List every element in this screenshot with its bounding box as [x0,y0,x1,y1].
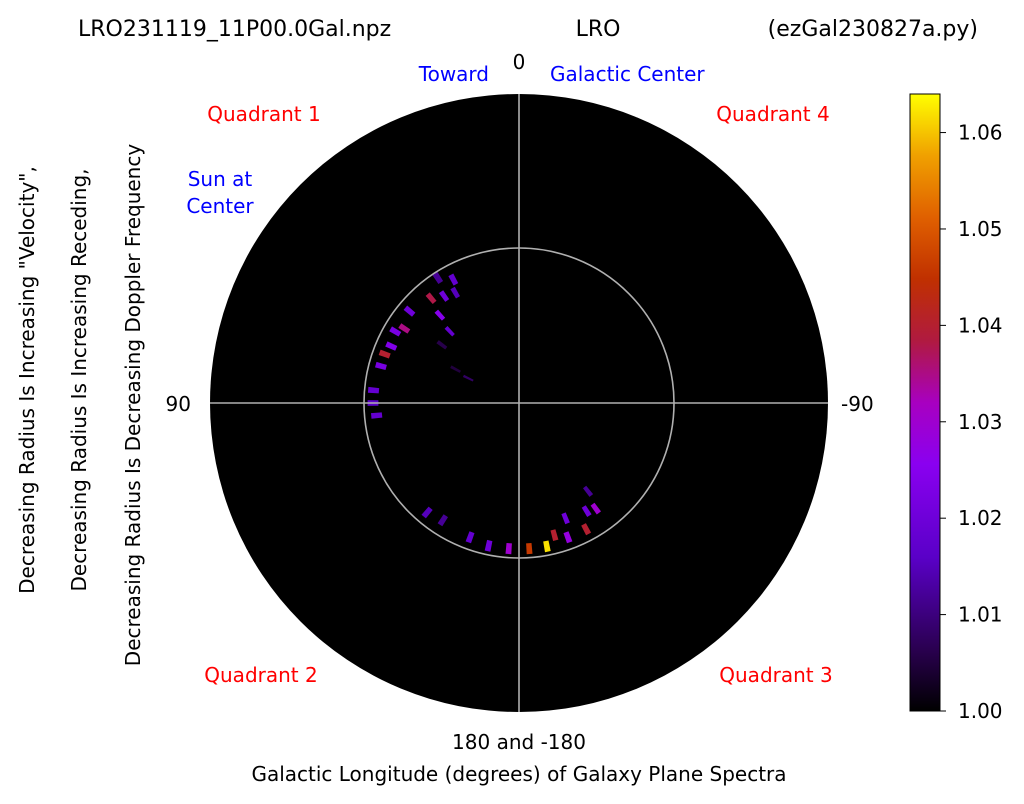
spectra-cell [484,539,493,552]
y-axis-label-line-3: Decreasing Radius Is Decreasing Doppler … [121,144,145,667]
spectra-cell [563,531,573,544]
spectra-cell [378,349,391,359]
spectra-cells [367,271,601,555]
x-axis-label: Galactic Longitude (degrees) of Galaxy P… [251,762,786,786]
spectra-cell [448,273,459,286]
colorbar-tick-label: 1.00 [958,699,1003,723]
script-title: (ezGal230827a.py) [768,17,978,42]
spectra-cell [465,531,475,544]
file-title: LRO231119_11P00.0Gal.npz [78,17,391,42]
spectra-cell [550,529,559,541]
station-title: LRO [576,17,621,42]
spectra-cell [421,506,433,519]
quadrant-1-label: Quadrant 1 [207,102,320,126]
tick-label-top: 0 [513,50,526,74]
spectra-cell [450,286,460,299]
spectra-cell [375,361,387,370]
spectra-cell [438,290,450,302]
spectra-cell [432,271,444,284]
spectra-cell [450,365,461,373]
spectra-cell [437,514,448,527]
quadrant-3-label: Quadrant 3 [719,663,832,687]
colorbar [909,93,941,712]
spectra-cell [444,326,455,337]
sun-annotation-line-1: Sun at [188,167,253,191]
colorbar-tick-label: 1.02 [958,506,1003,530]
spectra-cell [462,374,474,382]
quadrant-4-label: Quadrant 4 [716,102,829,126]
spectra-cell [385,341,398,351]
spectra-cell [389,326,402,337]
y-axis-label-line-1: Decreasing Radius Is Increasing "Velocit… [15,166,39,594]
spectra-cell [403,305,416,317]
spectra-cell [436,340,448,350]
spectra-cell [526,543,533,555]
tick-label-left: 90 [166,392,191,416]
spectra-cell [505,543,512,555]
spectra-cell [543,540,551,553]
spectra-cell [367,386,380,394]
colorbar-ticks: 1.00 1.01 1.02 1.03 1.04 1.05 1.06 [940,121,1003,723]
colorbar-tick-label: 1.03 [958,410,1003,434]
spectra-cell [434,309,446,321]
spectra-cell [581,505,592,517]
spectra-cell [590,502,601,515]
tick-label-right: -90 [841,392,874,416]
y-axis-label-line-2: Decreasing Radius Is Increasing Receding… [67,168,91,591]
colorbar-tick-label: 1.04 [958,313,1003,337]
spectra-cell [561,512,570,525]
spectra-cell [398,323,411,334]
spectra-cell [581,523,592,536]
colorbar-tick-label: 1.06 [958,121,1003,145]
spectra-cell [583,485,594,497]
sun-annotation-line-2: Center [186,194,254,218]
toward-annotation: Toward [418,62,489,86]
galactic-center-annotation: Galactic Center [550,62,705,86]
colorbar-tick-label: 1.05 [958,217,1003,241]
spectra-cell [371,412,383,419]
tick-label-bottom: 180 and -180 [452,730,586,754]
quadrant-2-label: Quadrant 2 [204,663,317,687]
spectra-cell [425,292,437,304]
colorbar-tick-label: 1.01 [958,603,1003,627]
